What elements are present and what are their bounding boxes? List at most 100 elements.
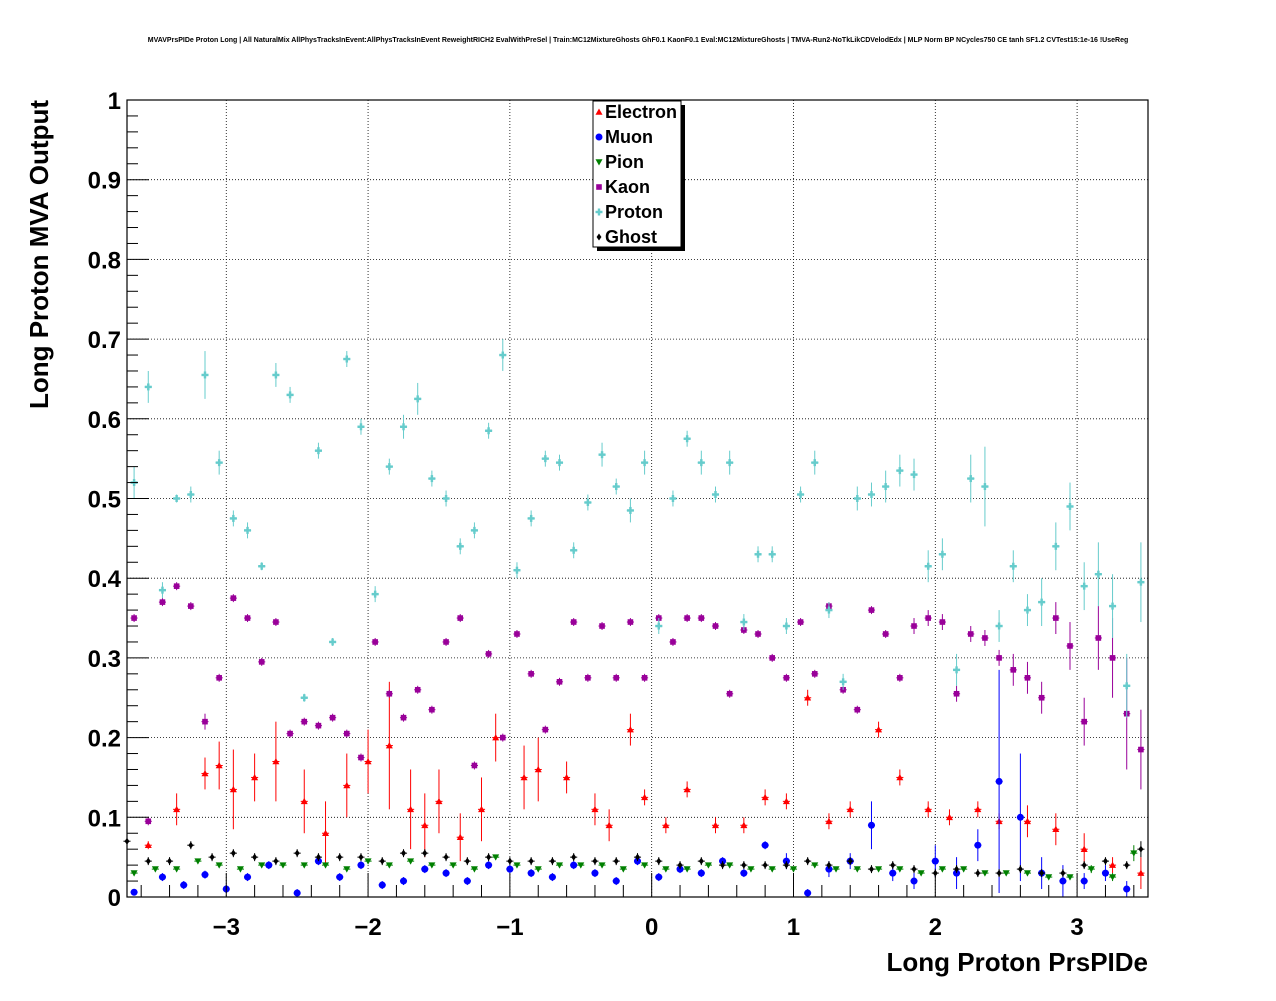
data-point-muon [357, 861, 365, 869]
x-tick-label: −3 [213, 914, 240, 941]
data-point-kaon [1024, 675, 1031, 681]
chart-title: MVAVPrsPIDe Proton Long | All NaturalMix… [148, 37, 1129, 44]
data-point-muon [804, 889, 812, 897]
marker-cross-v [657, 622, 660, 630]
x-tick-label: 3 [1070, 914, 1083, 941]
marker-cross-v [813, 459, 816, 467]
data-point-muon [1123, 885, 1131, 893]
data-point-electron [173, 805, 181, 813]
marker-cross-v [430, 475, 434, 483]
data-point-kaon [1138, 746, 1144, 753]
data-point-proton [385, 463, 393, 471]
marker-cross-v [1054, 542, 1058, 550]
marker-cross-v [997, 622, 1001, 630]
data-point-kaon [585, 675, 591, 681]
data-point-proton [811, 459, 819, 467]
series-muon [130, 669, 1131, 897]
data-point-pion [683, 866, 691, 873]
data-point-proton [470, 526, 478, 534]
data-point-ghost [571, 853, 577, 861]
marker-cross-v [1125, 682, 1128, 690]
data-point-kaon [897, 675, 903, 681]
marker-cross-v [416, 395, 419, 403]
data-point-ghost [911, 865, 917, 873]
data-point-muon [548, 873, 556, 881]
data-point-muon [612, 877, 620, 885]
legend-marker-ghost [596, 233, 602, 241]
data-point-kaon [1053, 615, 1059, 621]
marker-cross-v [1111, 602, 1114, 610]
data-point-proton [144, 383, 152, 391]
x-tick-label: −2 [354, 914, 381, 941]
data-point-proton [343, 355, 351, 363]
data-point-proton [442, 495, 450, 502]
data-point-ghost [1081, 861, 1087, 869]
data-point-kaon [528, 671, 534, 677]
marker-cross-v [388, 463, 391, 471]
data-point-pion [853, 866, 861, 873]
data-point-pion [641, 862, 649, 869]
data-point-proton [711, 491, 719, 499]
data-point-ghost [996, 869, 1002, 877]
marker-cross-v [586, 498, 590, 506]
data-point-ghost [847, 857, 853, 865]
marker-cross-v [572, 546, 575, 554]
data-point-pion [1023, 870, 1031, 877]
data-point-pion [428, 862, 436, 869]
data-point-pion [598, 862, 606, 869]
data-point-muon [974, 841, 982, 849]
legend-label-kaon: Kaon [605, 177, 650, 197]
marker-cross-v [827, 606, 831, 614]
data-point-muon [910, 877, 918, 885]
data-point-kaon [400, 714, 407, 721]
data-point-proton [740, 618, 748, 626]
marker-cross-v [700, 459, 703, 467]
data-point-proton [995, 622, 1003, 630]
data-point-kaon [698, 615, 705, 621]
data-point-kaon [925, 615, 932, 621]
data-point-kaon [301, 718, 308, 725]
marker-cross-v [232, 514, 235, 522]
data-point-pion [513, 862, 521, 869]
data-point-muon [1016, 813, 1024, 821]
marker-cross-v [515, 566, 519, 574]
data-point-proton [697, 459, 705, 467]
data-point-proton [527, 514, 535, 522]
marker-cross-v [1068, 502, 1072, 510]
data-point-muon [591, 869, 599, 877]
series-kaon [130, 582, 1145, 826]
data-point-kaon [145, 818, 152, 825]
marker-cross-v [147, 383, 150, 391]
data-point-pion [896, 866, 904, 873]
data-point-kaon [953, 690, 960, 697]
data-point-muon [421, 865, 429, 873]
data-point-kaon [273, 619, 279, 625]
marker-cross-v [1012, 562, 1015, 570]
data-point-kaon [769, 655, 776, 661]
data-point-proton [726, 459, 734, 467]
legend-marker-kaon [596, 184, 602, 190]
data-point-ghost [592, 857, 598, 865]
marker-cross-v [1082, 582, 1086, 590]
data-point-proton [272, 371, 280, 379]
data-point-proton [357, 423, 365, 431]
data-point-electron [1137, 869, 1145, 876]
data-point-kaon [429, 706, 435, 713]
y-tick-label: 0 [108, 885, 121, 912]
data-point-proton [244, 526, 252, 534]
data-point-electron [740, 821, 748, 829]
data-point-ghost [315, 853, 321, 861]
data-point-proton [456, 542, 464, 550]
data-point-muon [889, 869, 897, 877]
data-point-pion [832, 866, 840, 873]
data-point-proton [187, 491, 195, 499]
marker-cross-v [189, 491, 193, 499]
marker-cross-v [941, 550, 944, 558]
marker-cross-v [926, 562, 930, 570]
data-point-pion [917, 870, 925, 877]
data-point-kaon [471, 762, 478, 769]
marker-cross-v [756, 550, 760, 558]
marker-cross-v [274, 371, 278, 379]
data-point-electron [201, 769, 209, 777]
